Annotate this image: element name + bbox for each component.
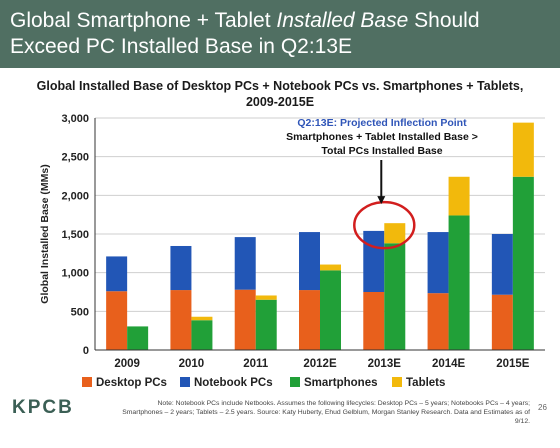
y-tick-label: 2,500 [61, 152, 89, 164]
legend-swatch-smartphones [290, 377, 300, 387]
bar-tablets-2010 [191, 316, 213, 321]
bar-notebook-pcs-2015e [491, 234, 513, 295]
bar-desktop-pcs-2009 [106, 291, 128, 350]
legend-swatch-tablets [392, 377, 402, 387]
bar-smartphones-2013e [384, 243, 406, 350]
legend-label-tablets: Tablets [406, 377, 445, 389]
footnote: Note: Notebook PCs include Netbooks. Ass… [122, 400, 530, 425]
annotation-circle [353, 200, 416, 250]
bar-notebook-pcs-2009 [106, 256, 128, 292]
x-tick-label: 2014E [432, 358, 466, 370]
bar-notebook-pcs-2011 [234, 237, 256, 290]
y-tick-label: 500 [71, 306, 89, 318]
header-banner: Global Smartphone + Tablet Installed Bas… [0, 0, 560, 68]
bar-tablets-2013e [384, 223, 406, 244]
bar-notebook-pcs-2014e [427, 232, 449, 294]
legend-label-desktop-pcs: Desktop PCs [96, 377, 167, 389]
chart-title-line1: Global Installed Base of Desktop PCs + N… [36, 79, 524, 93]
legend: Desktop PCs Notebook PCs Smartphones Tablet… [82, 377, 445, 389]
bar-smartphones-2014e [448, 215, 470, 350]
bar-desktop-pcs-2014e [427, 293, 449, 350]
bar-notebook-pcs-2012e [299, 232, 320, 291]
y-tick-label: 1,000 [61, 268, 89, 280]
bar-smartphones-2009 [127, 326, 149, 350]
bar-notebook-pcs-2013e [363, 230, 385, 292]
y-tick-label: 3,000 [61, 113, 89, 125]
y-tick-label: 0 [83, 345, 89, 357]
bar-smartphones-2015e [512, 176, 534, 350]
legend-label-notebook-pcs: Notebook PCs [194, 377, 273, 389]
y-axis-label: Global Installed Base (MMs) [39, 164, 51, 303]
bar-desktop-pcs-2013e [363, 292, 385, 350]
bar-smartphones-2010 [191, 320, 213, 350]
bar-desktop-pcs-2010 [170, 290, 192, 350]
bars [106, 122, 534, 350]
bar-notebook-pcs-2010 [170, 245, 192, 291]
bar-desktop-pcs-2011 [234, 289, 256, 350]
x-tick-label: 2012E [303, 358, 337, 370]
annotation-line3: Total PCs Installed Base [321, 145, 442, 157]
page-title-emphasis: Installed Base [276, 9, 409, 32]
bar-desktop-pcs-2015e [491, 294, 513, 350]
bar-tablets-2011 [255, 295, 277, 300]
page-title: Global Smartphone + Tablet Installed Bas… [10, 8, 550, 60]
page-title-part2: Should Exceed PC Installed Base in Q2:13… [10, 9, 480, 58]
legend-label-smartphones: Smartphones [304, 377, 378, 389]
page-title-part1: Global Smartphone + Tablet [10, 9, 277, 32]
bar-tablets-2012e [320, 264, 341, 271]
x-tick-label: 2009 [114, 358, 140, 370]
axes: 0 500 1,000 1,500 2,000 2,500 3,000 2009 2010 201… [61, 113, 545, 370]
annotation-line2: Smartphones + Tablet Installed Base > [286, 131, 478, 143]
page-number: 26 [538, 403, 547, 412]
bar-smartphones-2012e [320, 270, 341, 350]
chart-title-line2: 2009-2015E [245, 95, 315, 109]
chart-title: Global Installed Base of Desktop PCs + N… [0, 78, 560, 110]
x-tick-label: 2011 [243, 358, 269, 370]
bar-desktop-pcs-2012e [299, 290, 320, 350]
bar-smartphones-2011 [255, 299, 277, 350]
x-tick-label: 2013E [368, 358, 402, 370]
bar-tablets-2014e [448, 176, 470, 216]
legend-swatch-desktop-pcs [82, 377, 92, 387]
legend-swatch-notebook-pcs [180, 377, 190, 387]
bar-tablets-2015e [512, 122, 534, 177]
annotation: Q2:13E: Projected Inflection Point Smart… [286, 117, 478, 250]
y-tick-label: 1,500 [61, 229, 89, 241]
annotation-line1: Q2:13E: Projected Inflection Point [297, 117, 467, 129]
kpcb-logo: KPCB [12, 397, 74, 418]
x-tick-label: 2010 [179, 358, 205, 370]
annotation-arrowhead [377, 196, 386, 205]
x-tick-label: 2015E [496, 358, 530, 370]
y-tick-label: 2,000 [61, 190, 89, 202]
